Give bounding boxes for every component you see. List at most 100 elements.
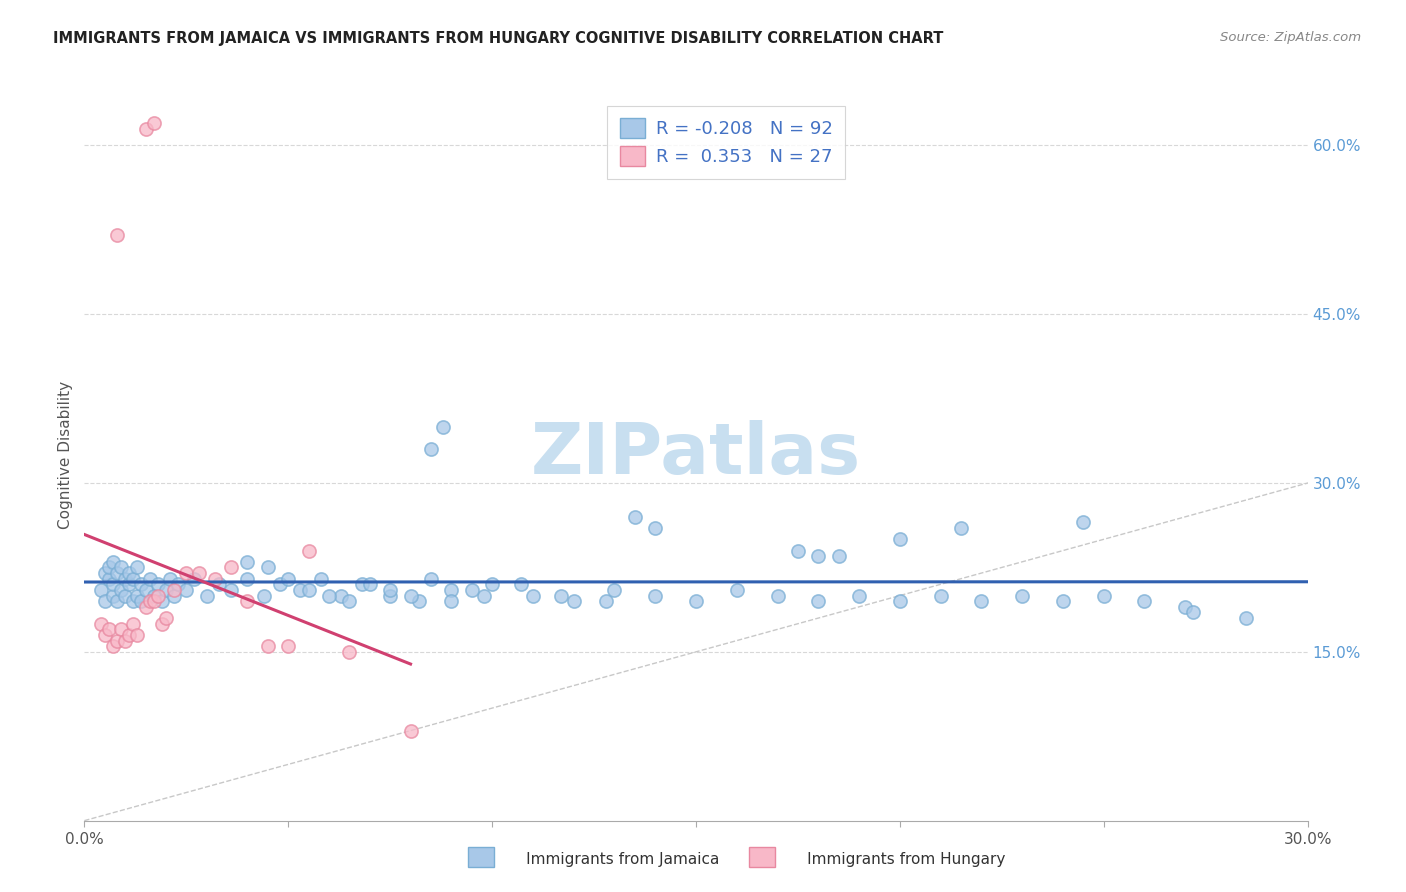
Point — [432, 419, 454, 434]
Point — [1011, 589, 1033, 603]
Point — [97, 560, 120, 574]
Point — [93, 594, 115, 608]
Point — [90, 582, 112, 597]
Point — [219, 560, 242, 574]
Point — [807, 594, 830, 608]
Point — [114, 589, 136, 603]
Point — [461, 582, 484, 597]
Point — [236, 572, 259, 586]
Point — [127, 589, 149, 603]
Point — [339, 645, 361, 659]
Point — [380, 589, 402, 603]
Point — [97, 572, 120, 586]
Point — [135, 599, 157, 614]
Point — [110, 560, 132, 574]
Point — [472, 589, 495, 603]
Point — [889, 594, 911, 608]
Point — [298, 543, 321, 558]
Point — [122, 572, 145, 586]
Point — [257, 560, 280, 574]
Point — [204, 572, 226, 586]
Point — [277, 639, 299, 653]
Y-axis label: Cognitive Disability: Cognitive Disability — [58, 381, 73, 529]
Point — [101, 639, 124, 653]
Point — [155, 582, 177, 597]
Point — [440, 582, 463, 597]
FancyBboxPatch shape — [749, 847, 775, 867]
Point — [131, 594, 153, 608]
Point — [159, 572, 181, 586]
Point — [950, 521, 973, 535]
Point — [127, 560, 149, 574]
Point — [562, 594, 585, 608]
Point — [105, 228, 128, 243]
Point — [146, 577, 169, 591]
Point — [135, 582, 157, 597]
Point — [122, 616, 145, 631]
Point — [603, 582, 626, 597]
Point — [685, 594, 707, 608]
Point — [420, 442, 443, 457]
Point — [219, 582, 242, 597]
Point — [257, 639, 280, 653]
Point — [1133, 594, 1156, 608]
Point — [142, 594, 165, 608]
Point — [167, 577, 190, 591]
Point — [114, 572, 136, 586]
Point — [644, 521, 666, 535]
Point — [138, 594, 160, 608]
Point — [105, 633, 128, 648]
Point — [766, 589, 789, 603]
Point — [929, 589, 952, 603]
Point — [138, 572, 160, 586]
Point — [1092, 589, 1115, 603]
Point — [380, 582, 402, 597]
Point — [110, 582, 132, 597]
Point — [101, 555, 124, 569]
Point — [725, 582, 748, 597]
Point — [787, 543, 810, 558]
Point — [339, 594, 361, 608]
Point — [350, 577, 373, 591]
Point — [644, 589, 666, 603]
Point — [828, 549, 851, 564]
Legend: R = -0.208   N = 92, R =  0.353   N = 27: R = -0.208 N = 92, R = 0.353 N = 27 — [607, 105, 845, 178]
Point — [595, 594, 617, 608]
Point — [550, 589, 572, 603]
Point — [187, 566, 209, 580]
Point — [114, 633, 136, 648]
Point — [1073, 516, 1095, 530]
Point — [359, 577, 381, 591]
Point — [93, 566, 115, 580]
Point — [90, 616, 112, 631]
Point — [399, 589, 422, 603]
FancyBboxPatch shape — [468, 847, 494, 867]
Point — [195, 589, 218, 603]
Point — [135, 121, 157, 136]
Point — [208, 577, 231, 591]
Text: IMMIGRANTS FROM JAMAICA VS IMMIGRANTS FROM HUNGARY COGNITIVE DISABILITY CORRELAT: IMMIGRANTS FROM JAMAICA VS IMMIGRANTS FR… — [53, 31, 943, 46]
Point — [105, 594, 128, 608]
Point — [330, 589, 353, 603]
Point — [150, 616, 173, 631]
Point — [163, 589, 186, 603]
Text: Source: ZipAtlas.com: Source: ZipAtlas.com — [1220, 31, 1361, 45]
Point — [807, 549, 830, 564]
Point — [399, 723, 422, 738]
Point — [174, 566, 197, 580]
Point — [1236, 611, 1258, 625]
Point — [142, 116, 165, 130]
Point — [298, 582, 321, 597]
Point — [163, 582, 186, 597]
Point — [481, 577, 503, 591]
Point — [309, 572, 332, 586]
Point — [440, 594, 463, 608]
Point — [236, 594, 259, 608]
Point — [318, 589, 340, 603]
Point — [118, 628, 141, 642]
Point — [970, 594, 993, 608]
Point — [277, 572, 299, 586]
Point — [142, 589, 165, 603]
Point — [118, 566, 141, 580]
Point — [131, 577, 153, 591]
